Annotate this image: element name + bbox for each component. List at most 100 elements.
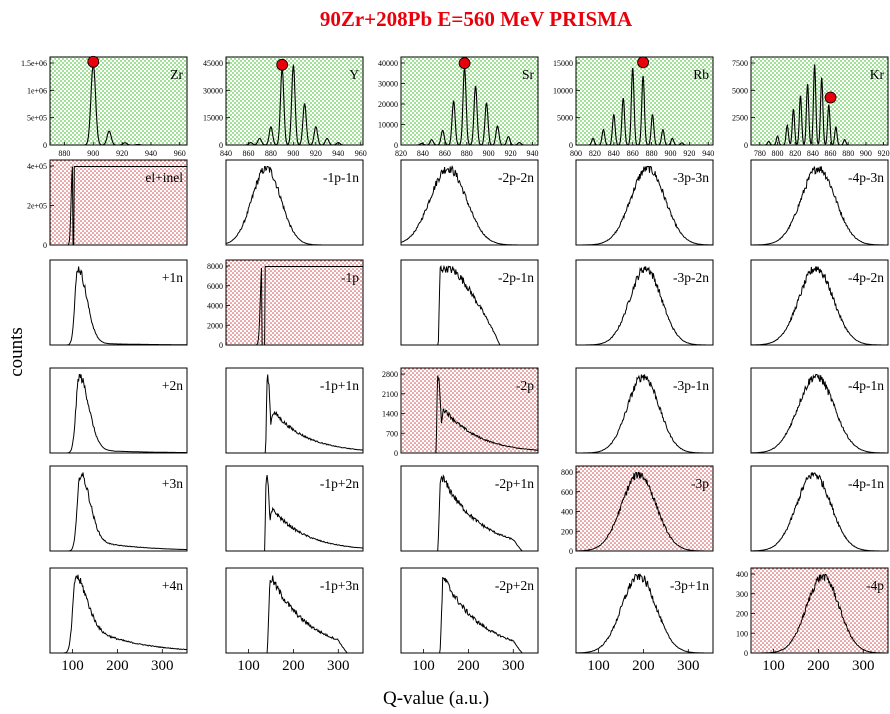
selected-peak-marker <box>637 56 649 69</box>
y-tick-label: 0 <box>219 341 223 350</box>
x-tick-label: 940 <box>702 149 714 158</box>
panel-3-5: -4p-1n <box>750 367 889 454</box>
panel-frame <box>400 159 539 246</box>
y-tick-label: 40000 <box>378 59 398 68</box>
panel-1-2: -1p-1n <box>225 159 364 246</box>
x-tick-label: 900 <box>87 149 99 158</box>
y-tick-label: 2800 <box>382 370 398 379</box>
channel-label: -2p-1n <box>498 270 534 285</box>
x-tick-label: 880 <box>461 149 473 158</box>
x-tick-label: 920 <box>505 149 517 158</box>
y-tick-label: 7500 <box>732 59 748 68</box>
spectrum-line <box>401 66 538 146</box>
channel-label: -3p+1n <box>670 578 709 593</box>
histogram-line <box>576 266 713 346</box>
panel-2-3: -2p-1n <box>400 259 539 346</box>
y-tick-label: 45000 <box>203 59 223 68</box>
x-tick-label: 100 <box>237 658 260 674</box>
y-tick-label: 1400 <box>382 410 398 419</box>
panel-5-4: -3p+1n 100 200 300 <box>575 567 714 674</box>
x-tick-label: 860 <box>439 149 451 158</box>
selected-peak-marker <box>276 58 289 71</box>
x-tick-label: 200 <box>106 658 129 674</box>
top-panel-y: Y 840 860 880 900 920 940 960 0 15000 30000 45000 <box>203 56 367 158</box>
y-tick-label: 0 <box>569 141 573 150</box>
y-tick-label: 20000 <box>378 100 398 109</box>
channel-label: -2p+1n <box>495 476 534 491</box>
y-tick-label: 30000 <box>203 86 223 95</box>
panel-3-4: -3p-1n <box>575 367 714 454</box>
y-tick-label: 2100 <box>382 390 398 399</box>
histogram-line <box>576 166 713 246</box>
x-tick-label: 900 <box>664 149 676 158</box>
channel-label: -1p <box>341 270 359 285</box>
panel-frame <box>225 367 364 454</box>
y-tick-label: 0 <box>394 141 398 150</box>
x-tick-label: 880 <box>646 149 658 158</box>
x-tick-label: 900 <box>287 149 299 158</box>
panel-2-1: +1n <box>49 259 188 346</box>
x-tick-label: 940 <box>332 149 344 158</box>
chart-title: 90Zr+208Pb E=560 MeV PRISMA <box>320 7 633 31</box>
channel-label: +4n <box>162 578 183 593</box>
top-panel-sr: Sr 820 840 860 880 900 920 940 0 10000 20000 30000 4… <box>378 56 539 158</box>
x-tick-label: 100 <box>587 658 610 674</box>
y-tick-label: 15000 <box>203 114 223 123</box>
panel-4-2: -1p+2n <box>225 465 364 552</box>
x-tick-label: 800 <box>570 149 582 158</box>
x-tick-label: 200 <box>807 658 830 674</box>
top-panel-rb: Rb 800 820 840 860 880 900 920 940 0 5000 10000 1500… <box>553 56 714 158</box>
x-tick-label: 820 <box>589 149 601 158</box>
y-tick-label: 5000 <box>732 86 748 95</box>
panel-frame <box>750 159 889 246</box>
x-tick-label: 920 <box>878 149 890 158</box>
y-tick-label: 2e+05 <box>27 202 47 211</box>
y-tick-label: 800 <box>561 468 573 477</box>
x-tick-label: 960 <box>355 149 367 158</box>
y-tick-label: 0 <box>744 141 748 150</box>
y-tick-label: 700 <box>386 429 398 438</box>
x-tick-label: 300 <box>327 658 350 674</box>
y-axis-label: counts <box>6 327 27 377</box>
channel-label: -3p <box>691 476 709 491</box>
y-tick-label: 400 <box>736 570 748 579</box>
channel-label: -1p+1n <box>320 378 359 393</box>
panel-frame <box>750 259 889 346</box>
panel-frame <box>575 259 714 346</box>
x-tick-label: 200 <box>457 658 480 674</box>
top-panel-kr: Kr 780 800 820 840 860 880 900 920 0 2500 5000 7500 <box>732 56 890 158</box>
panel-frame <box>225 56 364 146</box>
x-tick-label: 860 <box>242 149 254 158</box>
panel-3-2: -1p+1n <box>225 367 364 454</box>
channel-label: -2p+2n <box>495 578 534 593</box>
channel-label: -4p-1n <box>848 378 884 393</box>
panel-5-1: +4n 100 200 300 <box>49 567 188 674</box>
channel-label: -1p+3n <box>320 578 359 593</box>
panel-4-5: -4p-1n <box>750 465 889 552</box>
channel-label: -4p-1n <box>848 476 884 491</box>
panel-3-1: +2n <box>49 367 188 454</box>
histogram-line <box>401 375 539 454</box>
channel-label: -3p-1n <box>673 378 709 393</box>
x-tick-label: 200 <box>282 658 305 674</box>
histogram-line <box>401 474 538 552</box>
y-tick-label: 1e+06 <box>27 86 47 95</box>
y-tick-label: 0 <box>394 449 398 458</box>
panel-frame <box>400 259 539 346</box>
histogram-line <box>751 373 888 454</box>
channel-label: -2p-2n <box>498 170 534 185</box>
y-tick-label: 5e+05 <box>27 114 47 123</box>
channel-label: -3p-3n <box>673 170 709 185</box>
histogram-line <box>50 373 187 454</box>
spectrum-line <box>50 63 187 146</box>
panel-5-2: -1p+3n 100 200 300 <box>225 567 364 674</box>
histogram-line <box>226 475 364 552</box>
x-tick-label: 860 <box>627 149 639 158</box>
channel-label: +2n <box>162 378 183 393</box>
x-tick-label: 840 <box>807 149 819 158</box>
histogram-line <box>751 266 888 346</box>
panel-5-3: -2p+2n 100 200 300 <box>400 567 539 674</box>
histogram-line <box>50 166 187 246</box>
panel-frame <box>49 56 188 146</box>
